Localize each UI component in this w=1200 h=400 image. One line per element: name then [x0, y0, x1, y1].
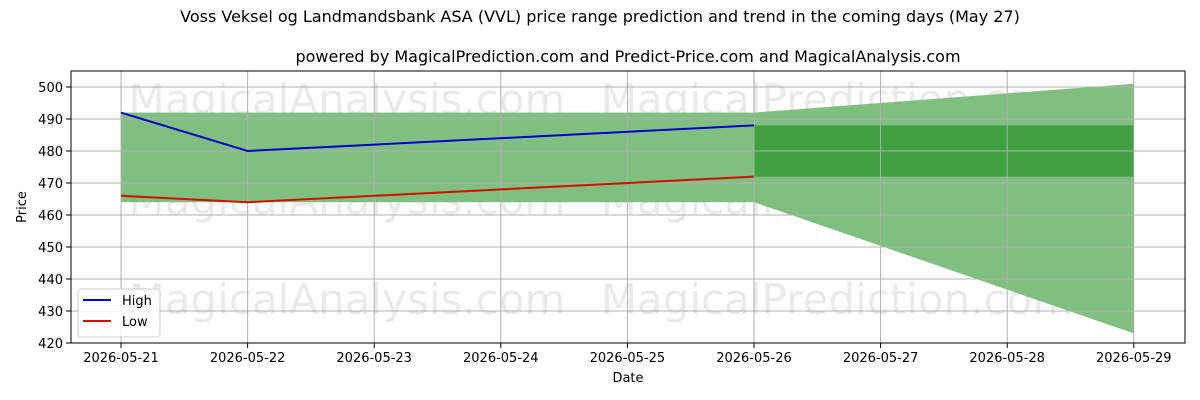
x-tick-label: 2026-05-25: [590, 351, 666, 366]
chart-title: Voss Veksel og Landmandsbank ASA (VVL) p…: [180, 7, 1020, 26]
y-tick-label: 490: [38, 113, 63, 128]
y-tick-label: 430: [38, 305, 63, 320]
y-tick-label: 440: [38, 273, 63, 288]
y-tick-label: 450: [38, 241, 63, 256]
chart-subtitle: powered by MagicalPrediction.com and Pre…: [295, 47, 960, 66]
y-tick-label: 470: [38, 177, 63, 192]
x-tick-label: 2026-05-26: [716, 351, 792, 366]
x-tick-label: 2026-05-24: [463, 351, 539, 366]
y-tick-label: 480: [38, 145, 63, 160]
grid-lines: [71, 71, 1185, 344]
legend-low-label: Low: [122, 315, 148, 330]
x-tick-label: 2026-05-22: [210, 351, 286, 366]
y-tick-label: 420: [38, 337, 63, 352]
y-axis-label: Price: [15, 191, 30, 223]
series-line-high: [120, 111, 755, 153]
series-lines: [120, 111, 755, 204]
x-axis-label: Date: [612, 371, 643, 386]
x-tick-label: 2026-05-23: [336, 351, 412, 366]
legend: High Low: [77, 288, 161, 338]
series-line-low: [120, 175, 755, 204]
y-axis-ticks: 420 430 440 450 460 470 480 490 500: [38, 81, 71, 352]
x-tick-label: 2026-05-29: [1096, 351, 1172, 366]
watermark-text: MagicalAnalysis.com: [129, 275, 566, 324]
legend-high-label: High: [122, 294, 152, 309]
plot-frame: [70, 70, 1186, 344]
historic-range-band: [121, 112, 754, 203]
y-tick-label: 500: [38, 81, 63, 96]
x-tick-label: 2026-05-28: [969, 351, 1045, 366]
x-tick-label: 2026-05-27: [843, 351, 919, 366]
x-tick-label: 2026-05-21: [83, 351, 159, 366]
y-tick-label: 460: [38, 209, 63, 224]
x-axis-ticks: 2026-05-21 2026-05-22 2026-05-23 2026-05-24…: [83, 343, 1172, 366]
